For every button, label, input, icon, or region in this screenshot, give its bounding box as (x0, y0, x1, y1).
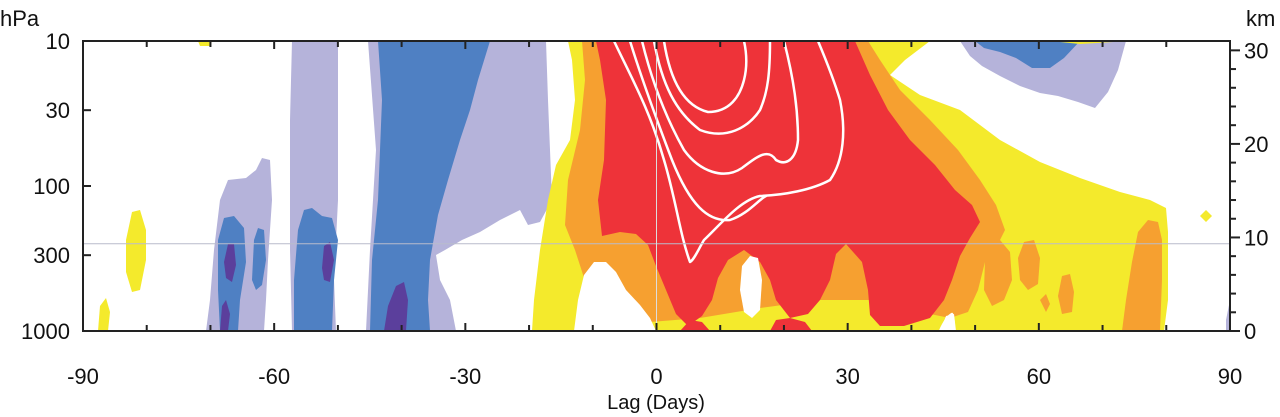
pos-mid-region-4 (1058, 274, 1074, 314)
plot-area (98, 41, 1230, 331)
x-tick-label: -60 (258, 364, 290, 389)
pos-mid-region-3 (1018, 240, 1040, 290)
x-tick-label: -30 (449, 364, 481, 389)
y-right-tick-label: 30 (1244, 38, 1268, 63)
y-left-tick-label: 30 (46, 98, 70, 123)
x-tick-label: 30 (835, 364, 859, 389)
contour-line-1 (612, 41, 845, 264)
contour-line-5 (662, 41, 748, 114)
neg-light-region-4 (960, 41, 1126, 108)
y-axis-left: 10 30 100 300 1000 (21, 29, 91, 344)
x-tick-label: 60 (1027, 364, 1051, 389)
x-axis: -90 -60 -30 0 30 60 90 (67, 41, 1242, 389)
neg-strong-region-3 (322, 242, 334, 282)
pos-strong-region-2 (770, 318, 812, 331)
y-right-tick-label: 10 (1244, 225, 1268, 250)
y-left-tick-label: 1000 (21, 319, 70, 344)
x-axis-title: Lag (Days) (607, 392, 705, 414)
contour-lines (612, 41, 956, 331)
x-tick-label: 90 (1218, 364, 1242, 389)
neg-mid-region-5 (975, 41, 1080, 68)
left-axis-unit: hPa (0, 6, 40, 31)
contour-line-4 (652, 41, 772, 135)
y-right-tick-label: 20 (1244, 132, 1268, 157)
y-left-tick-label: 300 (33, 243, 70, 268)
near-zero-regions (574, 256, 956, 331)
neg-strong-region-2 (220, 300, 230, 331)
y-right-tick-label: 0 (1244, 319, 1256, 344)
neg-mid-region-3 (294, 208, 338, 331)
neg-strong-region-4 (384, 282, 408, 331)
pos-mid-region-5 (1122, 220, 1162, 331)
pos-strong-region-3 (680, 320, 710, 331)
right-axis-unit: km (1246, 6, 1275, 31)
x-tick-label: -90 (67, 364, 99, 389)
pos-light-region-3 (98, 298, 110, 331)
pos-mid-region-2 (984, 240, 1012, 306)
y-left-tick-label: 10 (46, 29, 70, 54)
pos-light-region-4 (198, 41, 212, 46)
positive-strong-regions (596, 41, 980, 331)
y-axis-right: 0 10 20 30 (1230, 38, 1268, 344)
neg-strong-region-1 (224, 244, 236, 282)
contour-line-2 (628, 41, 768, 222)
zero-region-1 (574, 262, 656, 331)
contour-line-6 (938, 312, 956, 331)
x-tick-label: 0 (650, 364, 662, 389)
neg-mid-region-4 (370, 41, 490, 331)
pos-mid-region-6 (1040, 294, 1050, 312)
pos-light-region-5 (1200, 210, 1212, 222)
contour-line-3 (640, 41, 800, 175)
zero-region-2 (740, 256, 762, 318)
negative-strong-regions (220, 242, 408, 331)
y-left-tick-label: 100 (33, 174, 70, 199)
pos-light-region-2 (126, 210, 146, 292)
pos-strong-region-1 (596, 41, 980, 326)
